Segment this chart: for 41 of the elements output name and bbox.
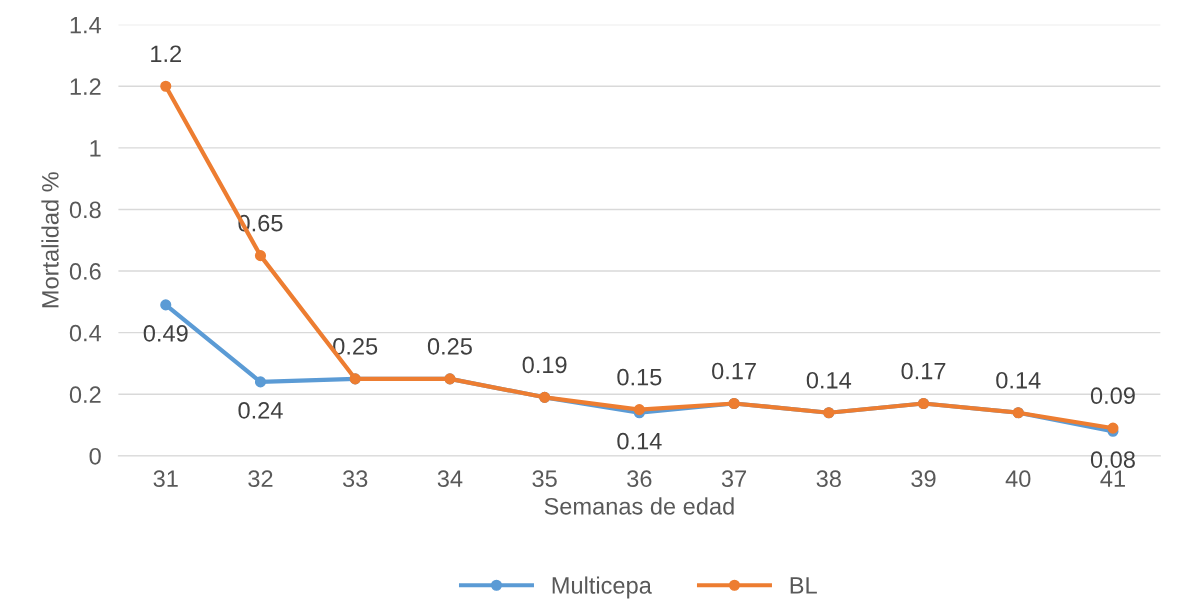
data-label: 1.2 bbox=[151, 45, 181, 62]
x-tick-label: 33 bbox=[342, 470, 368, 488]
point bbox=[254, 250, 267, 262]
x-tick-label: 41 bbox=[1100, 470, 1125, 487]
data-label: 0.17 bbox=[901, 362, 946, 380]
data-label: 0.25 bbox=[427, 338, 472, 355]
x-tick-label: 34 bbox=[437, 470, 463, 488]
y-tick-label: 0.2 bbox=[69, 386, 101, 404]
x-tick-label: 39 bbox=[911, 470, 936, 488]
x-axis-title: Semanas de edad bbox=[544, 497, 734, 515]
x-tick-label: 32 bbox=[248, 470, 273, 488]
x-tick-label: 40 bbox=[1005, 470, 1031, 488]
data-label: 0.08 bbox=[1090, 451, 1135, 468]
data-label: 0.14 bbox=[617, 432, 662, 450]
data-label: 0.14 bbox=[806, 371, 852, 389]
data-label: 0.49 bbox=[143, 324, 188, 342]
data-label: 0.17 bbox=[712, 362, 756, 380]
x-tick-label: 38 bbox=[816, 470, 841, 488]
y-tick-label: 0 bbox=[89, 447, 101, 465]
data-label: 0.14 bbox=[996, 371, 1041, 389]
y-tick-label: 0.8 bbox=[69, 201, 101, 219]
x-tick-label: 36 bbox=[627, 470, 652, 488]
y-tick-label: 0.4 bbox=[69, 324, 102, 342]
y-axis-title: Mortalidad % bbox=[41, 172, 59, 308]
data-label: 0.15 bbox=[617, 368, 662, 386]
point bbox=[160, 80, 172, 92]
y-tick-label: 1.2 bbox=[70, 78, 101, 95]
legend-label: BL bbox=[790, 577, 817, 594]
x-tick-label: 35 bbox=[532, 470, 557, 488]
data-label: 0.09 bbox=[1090, 387, 1135, 405]
x-tick-label: 37 bbox=[721, 470, 747, 488]
y-tick-label: 0.6 bbox=[69, 263, 101, 280]
data-label: 0.19 bbox=[522, 356, 567, 374]
data-label: 0.24 bbox=[238, 401, 283, 419]
legend-label: Multicepa bbox=[552, 576, 652, 599]
y-tick-label: 1.4 bbox=[70, 16, 102, 34]
x-tick-label: 31 bbox=[153, 470, 178, 488]
data-label: 0.25 bbox=[333, 338, 378, 355]
point bbox=[254, 376, 267, 388]
point bbox=[160, 299, 172, 311]
y-tick-label: 1 bbox=[90, 140, 101, 157]
